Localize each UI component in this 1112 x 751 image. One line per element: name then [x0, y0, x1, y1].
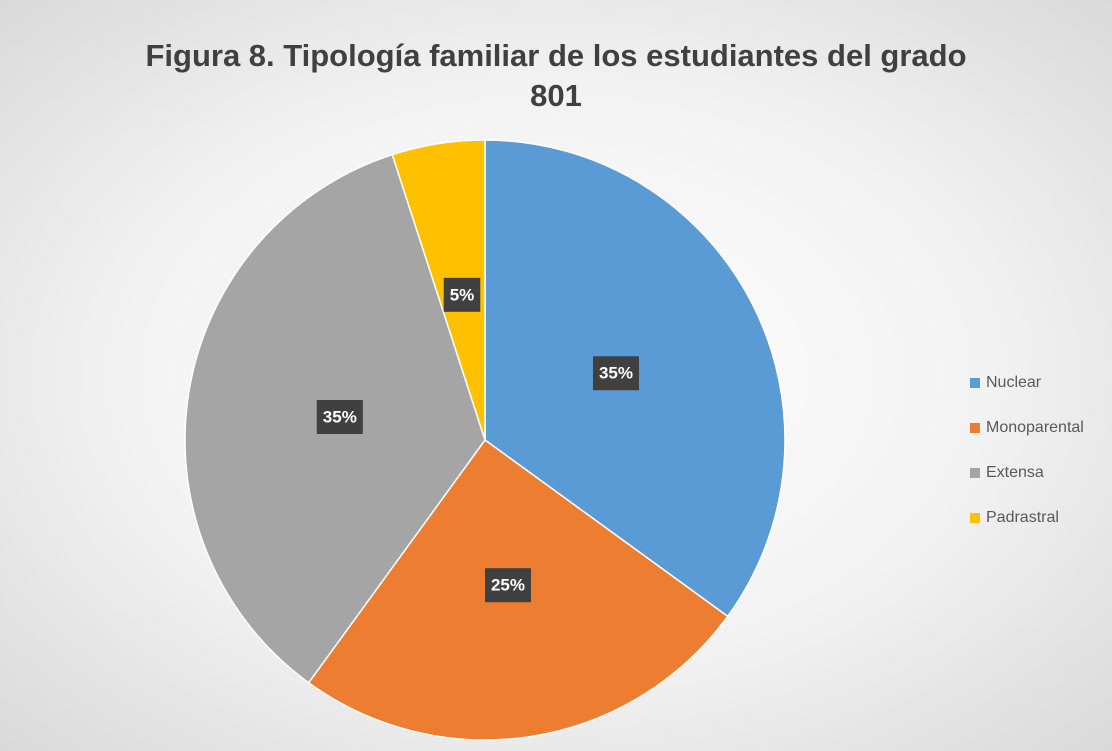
legend-label: Monoparental [986, 419, 1084, 436]
data-label-text: 5% [450, 285, 475, 304]
data-label: 25% [484, 568, 532, 603]
data-label-box [316, 400, 363, 435]
data-label-text: 35% [599, 364, 633, 383]
chart-title: Figura 8. Tipología familiar de los estu… [145, 38, 967, 113]
data-label-box [484, 568, 532, 603]
legend-label: Nuclear [986, 374, 1042, 391]
data-label: 35% [592, 356, 639, 391]
data-label: 35% [316, 400, 363, 435]
data-label-box [443, 277, 481, 312]
legend-swatch [970, 378, 980, 388]
legend-swatch [970, 468, 980, 478]
legend-swatch [970, 423, 980, 433]
legend-label: Extensa [986, 464, 1044, 481]
data-label: 5% [443, 277, 481, 312]
data-label-text: 35% [323, 407, 357, 426]
data-label-box [592, 356, 639, 391]
pie-slice [391, 139, 486, 441]
legend-swatch [970, 513, 980, 523]
legend-label: Padrastral [986, 509, 1059, 526]
data-label-text: 25% [491, 576, 525, 595]
